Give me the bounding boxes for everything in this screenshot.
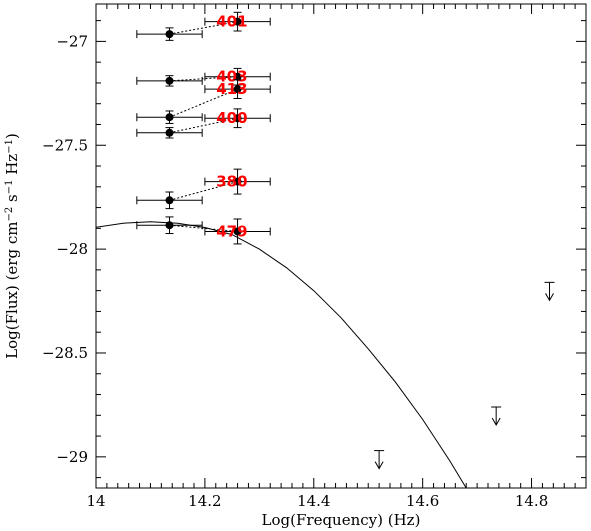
- data-point: [233, 114, 242, 123]
- series-connector: [169, 224, 238, 232]
- data-point: [165, 30, 174, 39]
- series-401: 401: [136, 11, 271, 41]
- data-point: [165, 113, 174, 122]
- y-axis-title: Log(Flux) (erg cm−2 s−1 Hz−1): [3, 133, 21, 359]
- data-point: [233, 72, 242, 81]
- y-axis-title-exponent: −2: [4, 207, 15, 222]
- y-tick-label: −29: [56, 448, 88, 466]
- series-403: 403: [136, 68, 271, 87]
- y-axis-title-exponent: −1: [4, 180, 15, 195]
- series-479: 479: [136, 216, 271, 245]
- series-connector: [169, 88, 238, 118]
- y-tick-label: −27.5: [42, 136, 88, 154]
- upper-limit-marker: [544, 281, 555, 302]
- series-label: 413: [216, 80, 247, 98]
- data-point: [233, 85, 242, 94]
- x-tick-label: 14: [86, 492, 105, 510]
- series-connector: [169, 21, 238, 35]
- upper-limit-arrowhead: [374, 461, 384, 470]
- data-point: [233, 17, 242, 26]
- data-point: [233, 227, 242, 236]
- x-tick-label: 14.6: [406, 492, 439, 510]
- y-tick-label: −28.5: [42, 344, 88, 362]
- data-point: [233, 177, 242, 186]
- series-label: 380: [216, 173, 247, 191]
- data-point: [165, 76, 174, 85]
- x-tick-label: 14.8: [515, 492, 548, 510]
- series-connector: [169, 117, 238, 134]
- series-label: 400: [216, 109, 247, 127]
- data-point: [165, 221, 174, 230]
- y-tick-label: −27: [56, 32, 88, 50]
- model-curve: [95, 221, 467, 489]
- x-tick-label: 14.4: [297, 492, 330, 510]
- series-label: 401: [216, 13, 247, 31]
- series-label: 403: [216, 68, 247, 86]
- series-413: 413: [136, 79, 271, 124]
- y-axis-title-part: s: [3, 194, 21, 206]
- data-point: [165, 196, 174, 205]
- upper-limit-marker: [374, 450, 385, 470]
- series-connector: [169, 76, 238, 82]
- y-axis-title-part: Hz: [3, 154, 21, 180]
- y-axis-title-exponent: −1: [4, 139, 15, 154]
- y-axis-title-part: Log(Flux) (erg cm: [3, 222, 21, 359]
- y-tick-label: −28: [56, 240, 88, 258]
- x-tick-label: 14.2: [188, 492, 221, 510]
- series-380: 380: [136, 168, 271, 210]
- upper-limit-marker: [491, 406, 502, 426]
- data-point: [165, 128, 174, 137]
- plot-frame: [95, 3, 587, 489]
- model-curve-layer: [95, 221, 467, 489]
- y-axis-title-part: ): [3, 133, 21, 139]
- upper-limits-layer: [374, 281, 555, 470]
- upper-limit-arrowhead: [491, 417, 501, 426]
- x-axis-title: Log(Frequency) (Hz): [262, 511, 421, 529]
- upper-limit-arrowhead: [545, 293, 554, 302]
- series-400: 400: [136, 108, 271, 139]
- ticks-layer: 14 14.2 14.4 14.6 14.8 −27 −27.5 −28 −28.5 −29: [42, 4, 586, 510]
- series-label: 479: [216, 222, 247, 240]
